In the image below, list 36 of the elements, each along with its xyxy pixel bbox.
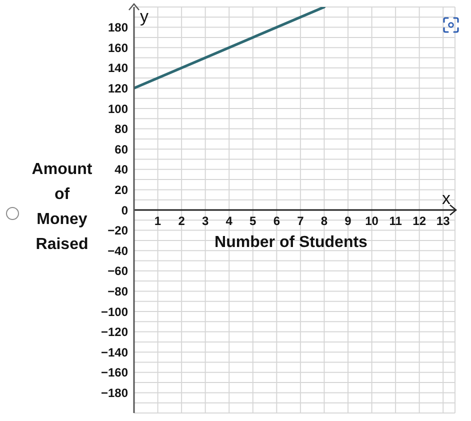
y-tick-label: 120 xyxy=(108,81,128,96)
x-tick-label: 9 xyxy=(344,214,352,228)
x-tick-label: 11 xyxy=(389,214,402,228)
x-tick-label: 5 xyxy=(250,214,257,228)
y-tick-label: 180 xyxy=(108,20,128,35)
y-tick-label: 20 xyxy=(114,182,128,197)
y-tick-label: −60 xyxy=(108,264,128,278)
y-tick-label: −180 xyxy=(100,386,128,400)
y-tick-label: −80 xyxy=(108,284,128,298)
y-tick-label: −120 xyxy=(100,325,128,340)
x-tick-label: 13 xyxy=(436,214,450,228)
y-tick-label: −140 xyxy=(100,345,128,360)
annotation: y xyxy=(140,7,148,26)
x-tick-label: 10 xyxy=(365,214,379,228)
y-tick-label: 40 xyxy=(114,162,128,177)
x-tick-label: 2 xyxy=(178,214,186,228)
annotation: x xyxy=(442,189,450,208)
y-tick-label: −40 xyxy=(108,244,128,258)
y-tick-label: 0 xyxy=(121,203,128,218)
y-tick-label: −100 xyxy=(100,304,128,319)
x-tick-label: 1 xyxy=(154,214,162,228)
y-tick-label: 100 xyxy=(108,102,128,116)
x-tick-label: 3 xyxy=(202,214,209,228)
x-tick-label: 12 xyxy=(412,214,426,228)
x-tick-label: 4 xyxy=(226,214,233,228)
y-tick-label: 80 xyxy=(114,122,128,136)
y-tick-label: 160 xyxy=(108,40,128,55)
x-tick-label: 7 xyxy=(297,214,304,228)
y-axis-title: Amount of Money Raised xyxy=(32,161,92,253)
y-tick-label: 140 xyxy=(108,61,128,76)
x-tick-label: 6 xyxy=(273,214,280,228)
y-tick-label: 60 xyxy=(114,142,128,156)
x-axis-title: Number of Students xyxy=(214,234,368,251)
x-tick-label: 8 xyxy=(320,214,328,228)
y-tick-label: −20 xyxy=(108,224,128,238)
y-tick-label: −160 xyxy=(100,366,128,380)
